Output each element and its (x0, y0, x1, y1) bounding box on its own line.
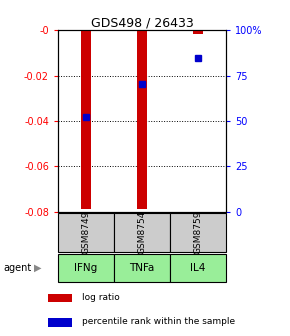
Text: agent: agent (3, 263, 31, 273)
Text: GSM8754: GSM8754 (137, 211, 147, 254)
Text: IFNg: IFNg (75, 263, 98, 273)
Bar (137, 30, 147, 209)
Text: percentile rank within the sample: percentile rank within the sample (81, 318, 235, 326)
Bar (48, 294, 72, 302)
Bar (81, 30, 91, 209)
Bar (193, 30, 203, 34)
Text: TNFa: TNFa (129, 263, 155, 273)
FancyBboxPatch shape (170, 213, 226, 252)
Text: log ratio: log ratio (81, 293, 119, 302)
FancyBboxPatch shape (114, 254, 170, 282)
FancyBboxPatch shape (114, 213, 170, 252)
Text: GSM8759: GSM8759 (194, 211, 203, 254)
FancyBboxPatch shape (170, 254, 226, 282)
Bar (48, 318, 72, 327)
FancyBboxPatch shape (58, 254, 114, 282)
Title: GDS498 / 26433: GDS498 / 26433 (91, 16, 193, 29)
Text: GSM8749: GSM8749 (81, 211, 90, 254)
FancyBboxPatch shape (58, 213, 114, 252)
Text: IL4: IL4 (191, 263, 206, 273)
Text: ▶: ▶ (34, 263, 41, 273)
